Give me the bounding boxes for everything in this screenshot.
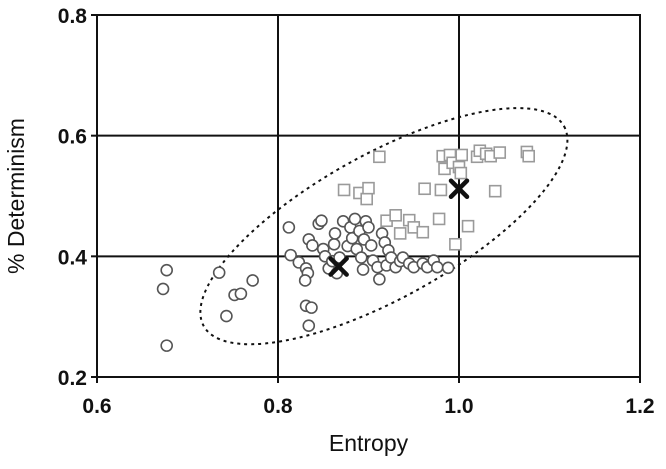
- square-data-point: [360, 192, 373, 206]
- square-data-point: [522, 149, 535, 163]
- y-tick-label: 0.8: [58, 5, 88, 28]
- square-data-point: [393, 227, 407, 240]
- square-data-point: [454, 166, 468, 180]
- circle-data-point: [328, 227, 342, 240]
- circle-data-point: [362, 221, 375, 234]
- square-data-point: [418, 182, 431, 196]
- square-data-point: [455, 148, 469, 162]
- x-tick-label: 0.6: [82, 395, 111, 418]
- square-series: [337, 144, 535, 251]
- circle-data-point: [441, 261, 455, 275]
- square-data-point: [362, 181, 375, 195]
- y-axis-label: % Determinism: [3, 118, 29, 274]
- confidence-ellipse: [199, 107, 569, 346]
- square-data-point: [373, 150, 386, 164]
- plot-area-frame: [96, 14, 641, 378]
- circle-data-point: [220, 309, 233, 323]
- circle-data-point: [246, 274, 259, 287]
- square-data-point: [432, 212, 446, 226]
- x-tick-label: 1.2: [625, 395, 654, 418]
- circle-data-point: [348, 212, 362, 226]
- circle-data-point: [430, 260, 444, 274]
- square-data-point: [461, 219, 475, 233]
- circle-data-point: [160, 339, 173, 352]
- x-tick-label: 0.8: [263, 395, 293, 418]
- circle-data-point: [373, 272, 386, 286]
- circle-data-point: [298, 274, 312, 287]
- circle-data-point: [212, 266, 226, 279]
- circle-data-point: [354, 251, 368, 264]
- circle-data-point: [356, 263, 370, 276]
- square-data-point: [416, 225, 430, 239]
- y-tick-label: 0.6: [58, 126, 87, 149]
- centroid-stroke: [448, 178, 470, 200]
- square-data-point: [493, 146, 507, 159]
- circle-data-point: [160, 263, 173, 277]
- circle-data-point: [345, 231, 359, 245]
- circle-data-point: [282, 221, 296, 234]
- x-tick-labels: 0.6 0.8 1.0 1.2: [82, 395, 654, 418]
- y-tick-label: 0.2: [58, 367, 87, 390]
- centroid-stroke: [328, 256, 349, 277]
- square-data-point: [434, 183, 448, 197]
- circle-series: [156, 212, 455, 352]
- circle-data-point: [156, 282, 170, 296]
- circle-data-point: [315, 214, 328, 228]
- circle-data-point: [234, 287, 248, 301]
- circle-data-point: [327, 237, 341, 251]
- square-data-point: [389, 209, 402, 222]
- y-tick-labels: 0.2 0.4 0.6 0.8: [58, 5, 88, 390]
- circle-data-point: [302, 319, 316, 333]
- circle-data-point: [305, 301, 318, 314]
- centroid-markers: [328, 178, 470, 277]
- circle-data-point: [364, 239, 378, 252]
- y-tick-label: 0.4: [58, 246, 88, 269]
- circle-data-point: [306, 239, 319, 252]
- centroid-x-marker: [448, 178, 470, 200]
- x-tick-label: 1.0: [444, 395, 473, 418]
- square-data-point: [488, 184, 502, 198]
- x-axis-label: Entropy: [329, 430, 409, 456]
- square-data-point: [449, 237, 462, 251]
- square-data-point: [337, 183, 351, 197]
- confidence-ellipse-group: [199, 107, 569, 346]
- circle-data-point: [284, 248, 297, 262]
- centroid-x-marker: [328, 256, 349, 277]
